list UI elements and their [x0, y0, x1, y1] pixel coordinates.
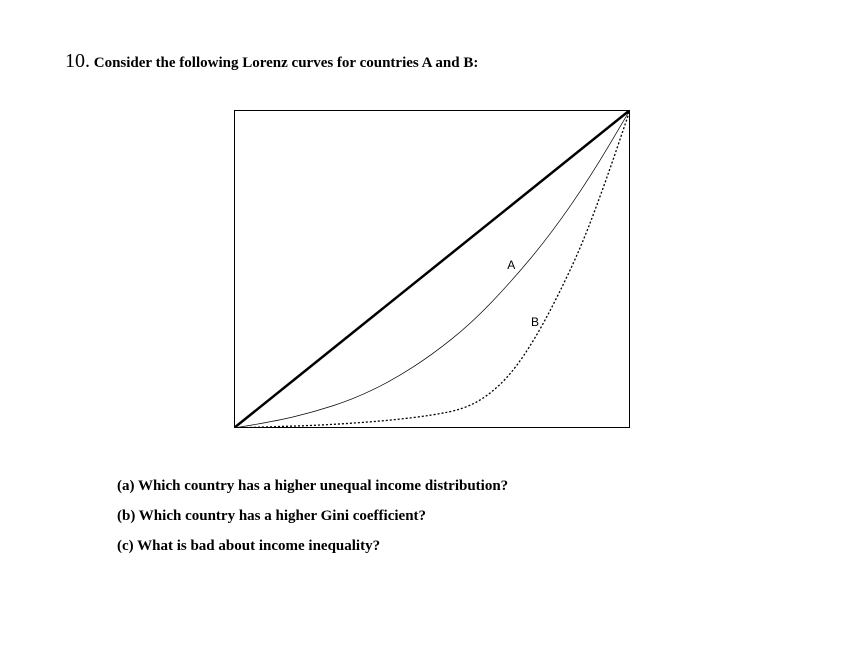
- svg-text:B: B: [531, 315, 539, 329]
- question-number: 10.: [65, 50, 90, 72]
- page: 10. Consider the following Lorenz curves…: [0, 0, 864, 647]
- subquestion-a: (a) Which country has a higher unequal i…: [117, 478, 508, 495]
- lorenz-chart: AB: [234, 110, 630, 433]
- subquestion-c: (c) What is bad about income inequality?: [117, 538, 380, 555]
- subquestion-b: (b) Which country has a higher Gini coef…: [117, 508, 426, 525]
- svg-text:A: A: [507, 258, 515, 272]
- question-prompt: Consider the following Lorenz curves for…: [94, 55, 479, 71]
- question-header: 10. Consider the following Lorenz curves…: [65, 50, 478, 73]
